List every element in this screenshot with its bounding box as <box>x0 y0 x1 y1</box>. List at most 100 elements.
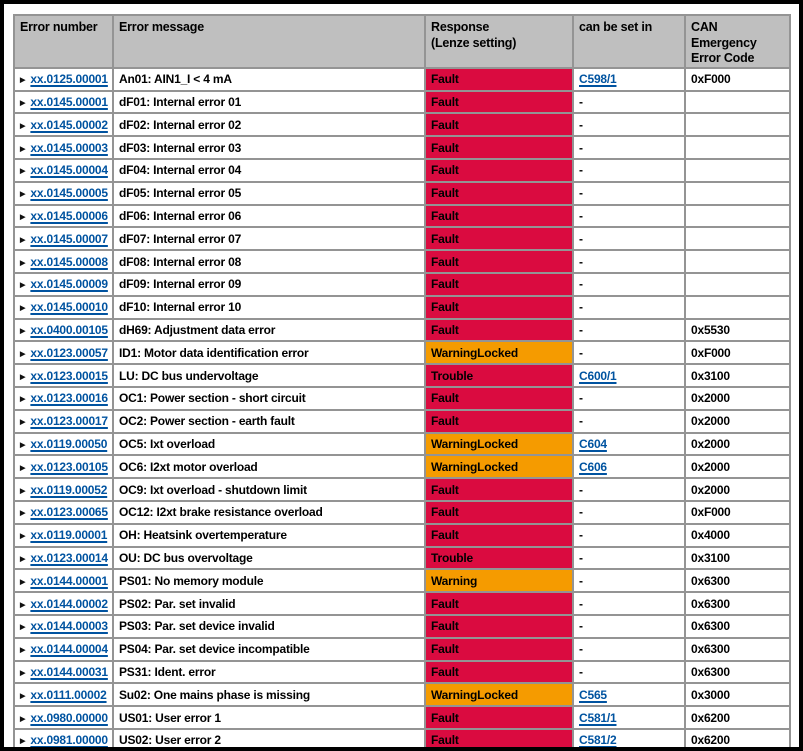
set-in-cell: C606 <box>572 454 686 480</box>
expand-arrow-icon[interactable]: ▶ <box>20 168 26 176</box>
error-number-link[interactable]: xx.0123.00017 <box>30 414 108 429</box>
error-number-cell: ▶ xx.0981.00000 <box>13 727 114 748</box>
set-in-link[interactable]: C604 <box>579 437 607 452</box>
expand-arrow-icon[interactable]: ▶ <box>20 669 26 677</box>
expand-arrow-icon[interactable]: ▶ <box>20 556 26 563</box>
error-number-cell: ▶ xx.0145.00006 <box>13 203 114 229</box>
error-message-cell: dF07: Internal error 07 <box>112 226 426 252</box>
can-code-cell: 0x2000 <box>684 454 791 480</box>
error-number-cell: ▶ xx.0144.00031 <box>13 659 114 685</box>
error-number-link[interactable]: xx.0144.00031 <box>30 664 108 679</box>
error-number-link[interactable]: xx.0123.00105 <box>30 459 108 474</box>
error-number-link[interactable]: xx.0145.00009 <box>30 277 108 292</box>
table-row: ▶ xx.0144.00003 PS03: Par. set device inva… <box>13 614 791 639</box>
error-number-link[interactable]: xx.0144.00001 <box>30 573 108 588</box>
table-row: ▶ xx.0123.00105 OC6: I2xt motor overload Wa… <box>13 454 791 480</box>
error-number-link[interactable]: xx.0123.00065 <box>30 505 108 520</box>
set-in-link[interactable]: C581/2 <box>579 733 617 748</box>
error-number-link[interactable]: xx.0145.00005 <box>30 186 108 201</box>
expand-arrow-icon[interactable]: ▶ <box>20 464 26 472</box>
error-number-cell: ▶ xx.0125.00001 <box>13 66 114 92</box>
error-number-link[interactable]: xx.0123.00015 <box>30 368 108 383</box>
table-row: ▶ xx.0144.00004 PS04: Par. set device inco… <box>13 636 791 662</box>
expand-arrow-icon[interactable]: ▶ <box>20 328 26 336</box>
expand-arrow-icon[interactable]: ▶ <box>20 419 26 427</box>
set-in-cell: - <box>572 317 686 343</box>
error-number-link[interactable]: xx.0144.00002 <box>30 596 108 611</box>
error-number-cell: ▶ xx.0123.00105 <box>13 454 114 480</box>
error-number-link[interactable]: xx.0145.00002 <box>30 117 108 132</box>
error-number-link[interactable]: xx.0981.00000 <box>30 733 108 748</box>
expand-arrow-icon[interactable]: ▶ <box>20 396 26 404</box>
error-number-link[interactable]: xx.0119.00052 <box>30 482 108 497</box>
expand-arrow-icon[interactable]: ▶ <box>20 624 26 632</box>
response-cell: Fault <box>424 203 574 229</box>
error-number-link[interactable]: xx.0119.00001 <box>30 528 108 543</box>
can-code-cell: 0x6300 <box>684 614 791 639</box>
set-in-cell: - <box>572 294 686 320</box>
can-code-cell <box>684 272 791 297</box>
error-number-link[interactable]: xx.0400.00105 <box>30 323 108 338</box>
error-number-link[interactable]: xx.0144.00003 <box>30 619 108 634</box>
set-in-cell: - <box>572 158 686 183</box>
error-number-link[interactable]: xx.0119.00050 <box>30 437 108 452</box>
expand-arrow-icon[interactable]: ▶ <box>20 692 26 700</box>
table-row: ▶ xx.0980.00000 US01: User error 1 Fault C58… <box>13 705 791 730</box>
expand-arrow-icon[interactable]: ▶ <box>20 647 26 655</box>
set-in-cell: - <box>572 408 686 434</box>
table-row: ▶ xx.0125.00001 An01: AIN1_I < 4 mA Fault C5… <box>13 66 791 92</box>
expand-arrow-icon[interactable]: ▶ <box>20 510 26 518</box>
set-in-link[interactable]: C598/1 <box>579 72 617 87</box>
expand-arrow-icon[interactable]: ▶ <box>20 442 26 450</box>
expand-arrow-icon[interactable]: ▶ <box>20 100 26 108</box>
set-in-cell: - <box>572 249 686 275</box>
expand-arrow-icon[interactable]: ▶ <box>20 578 26 586</box>
expand-arrow-icon[interactable]: ▶ <box>20 373 26 381</box>
table-row: ▶ xx.0145.00001 dF01: Internal error 01 Fau… <box>13 89 791 115</box>
expand-arrow-icon[interactable]: ▶ <box>20 191 26 199</box>
expand-arrow-icon[interactable]: ▶ <box>20 487 26 495</box>
error-number-link[interactable]: xx.0145.00006 <box>30 209 108 224</box>
error-number-cell: ▶ xx.0144.00001 <box>13 568 114 594</box>
expand-arrow-icon[interactable]: ▶ <box>20 601 26 609</box>
expand-arrow-icon[interactable]: ▶ <box>20 715 26 723</box>
expand-arrow-icon[interactable]: ▶ <box>20 533 26 541</box>
error-number-link[interactable]: xx.0980.00000 <box>30 710 108 725</box>
error-number-link[interactable]: xx.0145.00007 <box>30 231 108 246</box>
set-in-link[interactable]: C600/1 <box>579 368 617 383</box>
error-number-link[interactable]: xx.0123.00014 <box>30 551 108 565</box>
error-number-link[interactable]: xx.0145.00004 <box>30 163 108 178</box>
set-in-cell: - <box>572 180 686 206</box>
response-cell: Fault <box>424 317 574 343</box>
expand-arrow-icon[interactable]: ▶ <box>20 350 26 358</box>
set-in-link[interactable]: C606 <box>579 459 607 474</box>
expand-arrow-icon[interactable]: ▶ <box>20 145 26 153</box>
expand-arrow-icon[interactable]: ▶ <box>20 282 26 290</box>
error-number-link[interactable]: xx.0111.00002 <box>30 687 107 702</box>
expand-arrow-icon[interactable]: ▶ <box>20 77 26 85</box>
error-number-link[interactable]: xx.0145.00003 <box>30 140 108 155</box>
set-in-link[interactable]: C565 <box>579 687 607 702</box>
error-number-link[interactable]: xx.0125.00001 <box>30 72 108 87</box>
error-message-cell: An01: AIN1_I < 4 mA <box>112 66 426 92</box>
error-number-link[interactable]: xx.0123.00057 <box>30 345 108 360</box>
expand-arrow-icon[interactable]: ▶ <box>20 305 26 313</box>
error-message-cell: US02: User error 2 <box>112 727 426 747</box>
table-header-row: Error number Error message Response (Len… <box>13 14 791 69</box>
expand-arrow-icon[interactable]: ▶ <box>20 259 26 267</box>
expand-arrow-icon[interactable]: ▶ <box>20 236 26 244</box>
expand-arrow-icon[interactable]: ▶ <box>20 214 26 222</box>
table-row: ▶ xx.0145.00007 dF07: Internal error 07 Fau… <box>13 226 791 252</box>
response-cell: Fault <box>424 180 574 206</box>
error-number-link[interactable]: xx.0144.00004 <box>30 642 108 657</box>
error-message-cell: PS04: Par. set device incompatible <box>112 636 426 662</box>
set-in-link[interactable]: C581/1 <box>579 710 617 725</box>
error-number-link[interactable]: xx.0145.00008 <box>30 254 108 269</box>
expand-arrow-icon[interactable]: ▶ <box>20 738 26 746</box>
expand-arrow-icon[interactable]: ▶ <box>20 122 26 130</box>
error-number-link[interactable]: xx.0123.00016 <box>30 391 108 406</box>
error-number-cell: ▶ xx.0980.00000 <box>13 705 114 730</box>
error-number-link[interactable]: xx.0145.00001 <box>30 95 108 110</box>
error-number-link[interactable]: xx.0145.00010 <box>30 300 108 315</box>
can-code-cell: 0x2000 <box>684 477 791 503</box>
